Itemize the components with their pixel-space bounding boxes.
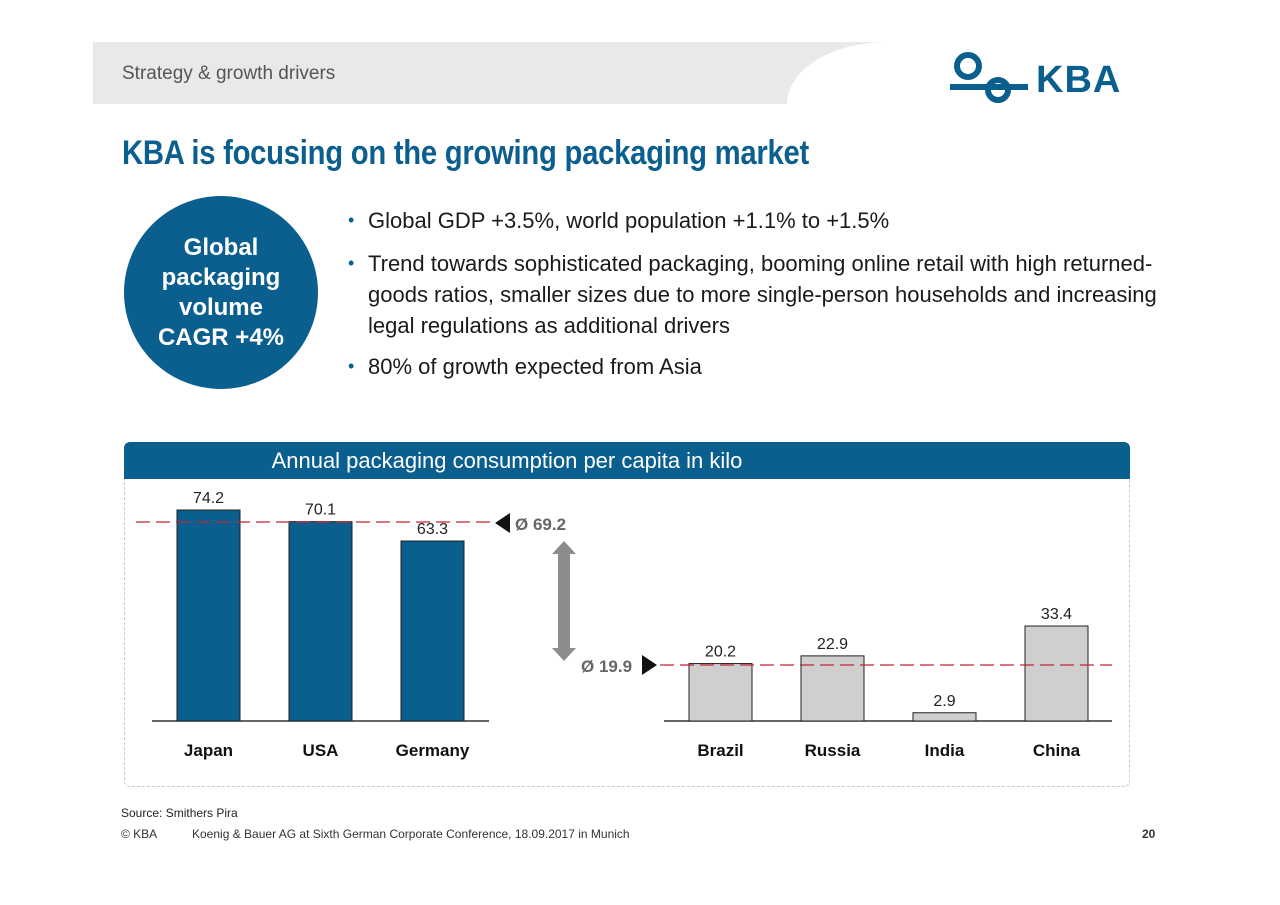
category-label: India: [925, 741, 965, 760]
highlight-circle: Global packaging volume CAGR +4%: [124, 196, 318, 389]
bullet-item: • Global GDP +3.5%, world population +1.1…: [348, 208, 890, 233]
bar-japan: [176, 509, 241, 722]
category-label: Japan: [184, 741, 233, 760]
section-header-tab: [93, 42, 887, 104]
section-label: Strategy & growth drivers: [122, 63, 336, 84]
gap-arrow-down: [552, 648, 576, 661]
highlight-text: Global packaging volume CAGR +4%: [157, 233, 285, 351]
slide-title: KBA is focusing on the growing packaging…: [122, 134, 810, 172]
data-label: 70.1: [305, 502, 336, 519]
bullet-item: • 80% of growth expected from Asia: [348, 354, 702, 379]
svg-text:KBA: KBA: [1036, 59, 1121, 101]
bullet-item: • Trend towards sophisticated packaging, …: [348, 251, 1157, 338]
average-marker-left: [495, 513, 510, 533]
category-label: China: [1033, 741, 1081, 760]
category-label: Russia: [805, 741, 861, 760]
bar-china: [1024, 625, 1089, 722]
page-number: 20: [1142, 827, 1156, 841]
bar-russia: [800, 655, 865, 722]
data-label: 2.9: [933, 693, 955, 710]
average-label: Ø 69.2: [515, 515, 566, 534]
bullet-list: • Global GDP +3.5%, world population +1.1…: [348, 205, 1198, 392]
kba-logo: KBA: [950, 52, 1121, 103]
bar-india: [912, 712, 977, 722]
category-label: Germany: [396, 741, 470, 760]
footer-conference: Koenig & Bauer AG at Sixth German Corpor…: [192, 827, 630, 841]
source-note: Source: Smithers Pira: [121, 806, 238, 820]
data-label: 74.2: [193, 490, 224, 507]
data-label: 22.9: [817, 636, 848, 653]
gap-arrow-up: [552, 541, 576, 554]
category-label: USA: [303, 741, 339, 760]
gap-arrow-shaft: [558, 554, 570, 650]
bar-usa: [288, 521, 353, 722]
footer-copyright: © KBA: [121, 827, 158, 841]
data-label: 20.2: [705, 644, 736, 661]
bar-brazil: [688, 663, 753, 722]
average-marker-right: [642, 655, 657, 675]
chart-title: Annual packaging consumption per capita …: [271, 447, 743, 473]
data-label: 33.4: [1041, 606, 1072, 623]
bar-germany: [400, 540, 465, 722]
data-label: 63.3: [417, 521, 448, 538]
average-label: Ø 19.9: [581, 657, 632, 676]
chart-title-bar: Annual packaging consumption per capita …: [124, 442, 1130, 479]
category-label: Brazil: [697, 741, 743, 760]
